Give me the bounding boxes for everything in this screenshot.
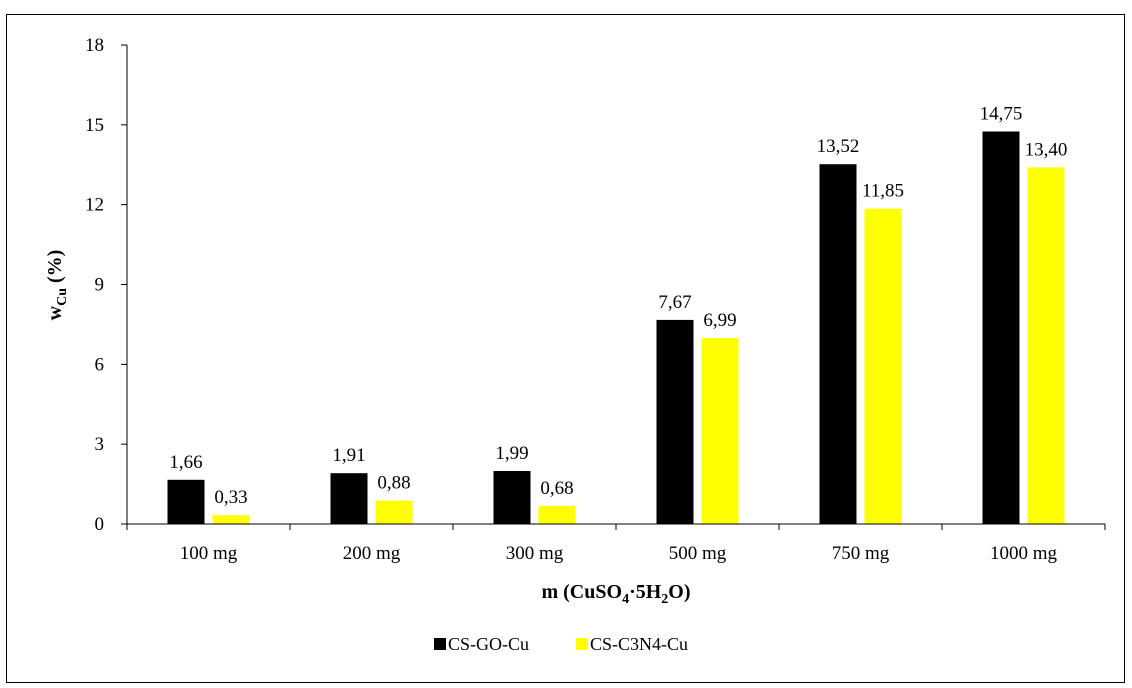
x-tick-label-0: 100 mg: [180, 543, 238, 564]
y-tick-label-6: 18: [85, 35, 104, 56]
legend-label-cs-go-cu: CS-GO-Cu: [448, 634, 529, 654]
x-tick-label-2: 300 mg: [506, 543, 564, 564]
chart-frame: 1,66 1,91 1,99 7,67 13,52 14,75 0,33 0,88 0,68 6,…: [6, 14, 1125, 683]
data-label-cs-go-cu-1: 1,91: [332, 445, 365, 466]
data-label-cs-c3n4-cu-2: 0,68: [540, 478, 573, 499]
legend-swatch-cs-c3n4-cu: [576, 638, 588, 650]
bar-cs-c3n4-cu-2: [538, 505, 576, 524]
data-label-cs-c3n4-cu-0: 0,33: [214, 487, 247, 508]
y-tick-label-5: 15: [85, 115, 104, 136]
data-label-cs-go-cu-0: 1,66: [169, 452, 202, 473]
y-tick-label-4: 12: [85, 195, 104, 216]
bar-cs-go-cu-4: [819, 164, 857, 524]
y-axis-title: wCu (%): [44, 250, 70, 321]
bar-cs-go-cu-2: [493, 471, 531, 524]
x-axis-title: m (CuSO4·5H2O): [541, 581, 690, 607]
x-tick-label-3: 500 mg: [669, 543, 727, 564]
x-tick-label-4: 750 mg: [832, 543, 890, 564]
data-label-cs-c3n4-cu-5: 13,40: [1025, 139, 1068, 160]
bar-cs-c3n4-cu-1: [375, 500, 413, 524]
bar-cs-go-cu-1: [330, 473, 368, 524]
legend-swatch-cs-go-cu: [434, 638, 446, 650]
bar-cs-go-cu-0: [167, 479, 205, 524]
legend: CS-GO-Cu CS-C3N4-Cu: [434, 634, 688, 654]
bar-cs-c3n4-cu-0: [212, 515, 250, 524]
data-label-cs-c3n4-cu-3: 6,99: [703, 310, 736, 331]
data-label-cs-go-cu-2: 1,99: [495, 443, 528, 464]
data-label-cs-go-cu-5: 14,75: [980, 104, 1023, 125]
data-label-cs-c3n4-cu-4: 11,85: [862, 181, 904, 202]
y-tick-label-1: 3: [95, 434, 105, 455]
x-tick-label-5: 1000 mg: [990, 543, 1058, 564]
bar-cs-c3n4-cu-4: [864, 208, 902, 524]
bar-chart: 1,66 1,91 1,99 7,67 13,52 14,75 0,33 0,88 0,68 6,…: [44, 35, 1106, 654]
data-label-cs-c3n4-cu-1: 0,88: [377, 473, 410, 494]
bar-cs-go-cu-3: [656, 319, 694, 524]
legend-label-cs-c3n4-cu: CS-C3N4-Cu: [590, 634, 688, 654]
y-tick-label-2: 6: [95, 354, 105, 375]
data-label-cs-go-cu-4: 13,52: [817, 136, 860, 157]
y-tick-label-0: 0: [95, 514, 105, 535]
x-tick-label-1: 200 mg: [343, 543, 401, 564]
bar-cs-c3n4-cu-5: [1027, 167, 1065, 524]
bar-cs-go-cu-5: [982, 131, 1020, 524]
data-label-cs-go-cu-3: 7,67: [658, 292, 691, 313]
bar-cs-c3n4-cu-3: [701, 338, 739, 524]
y-tick-label-3: 9: [95, 275, 105, 296]
